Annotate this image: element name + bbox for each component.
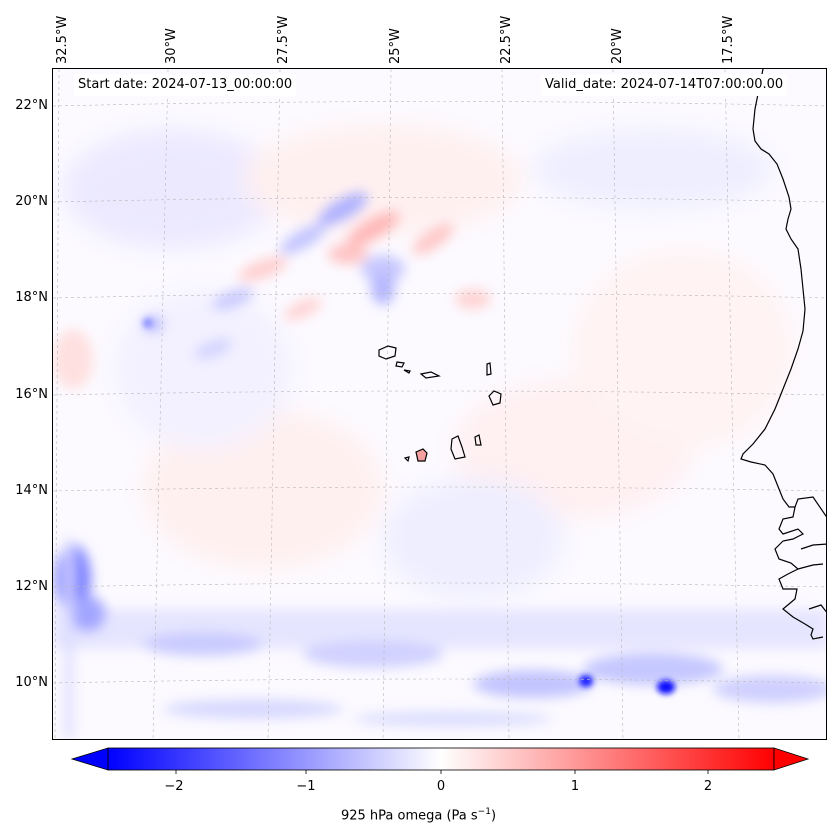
omega-southern-band: [53, 539, 826, 739]
lat-label-18n: 18°N: [15, 290, 48, 305]
island-santo-antao: [378, 345, 397, 360]
lon-label-20w: 20°W: [610, 28, 625, 64]
colorbar-title: 925 hPa omega (Pa s−1): [340, 807, 497, 824]
lon-label-22-5w: 22.5°W: [499, 15, 514, 64]
island-sao-nicolau: [419, 371, 441, 379]
cape-verde-islands: [378, 345, 502, 463]
colorbar-min-extend: [70, 747, 109, 771]
lat-label-16n: 16°N: [15, 387, 48, 402]
omega-strong-ascent-spots: [143, 318, 675, 694]
lon-label-25w: 25°W: [388, 28, 403, 64]
colorbar-max-extend: [773, 747, 810, 771]
start-date-label: Start date: 2024-07-13_00:00:00: [74, 74, 297, 96]
map-gridlines: [53, 69, 826, 739]
omega-field-map: [52, 68, 827, 740]
valid-date-label: Valid_date: 2024-07-14T07:00:00.00: [541, 74, 788, 96]
lat-label-22n: 22°N: [15, 98, 48, 113]
island-maio: [474, 434, 482, 446]
lat-label-14n: 14°N: [15, 483, 48, 498]
island-brava: [403, 456, 410, 463]
colorbar-tick-neg1: −1: [296, 779, 316, 794]
lon-label-17-5w: 17.5°W: [721, 15, 736, 64]
colorbar-gradient: [107, 747, 775, 771]
omega-broad-field: [63, 124, 793, 599]
lat-label-20n: 20°N: [15, 194, 48, 209]
lat-label-12n: 12°N: [15, 579, 48, 594]
island-santiago: [450, 435, 466, 460]
colorbar-tick-0: 0: [436, 779, 446, 794]
map-canvas: [53, 69, 826, 739]
island-boa-vista: [488, 390, 502, 406]
island-sal: [486, 362, 492, 376]
colorbar-ticks: [175, 770, 709, 774]
island-fogo: [415, 448, 428, 462]
lon-label-27-5w: 27.5°W: [276, 15, 291, 64]
lon-label-32-5w: 32.5°W: [55, 15, 70, 64]
colorbar-tick-2: 2: [703, 779, 713, 794]
lon-label-30w: 30°W: [164, 28, 179, 64]
lat-label-10n: 10°N: [15, 675, 48, 690]
island-sao-vicente: [395, 361, 405, 368]
colorbar-tick-1: 1: [570, 779, 580, 794]
west-africa-coastline: [740, 69, 826, 640]
omega-convective-cluster: [53, 192, 491, 389]
island-santa-luzia: [403, 369, 411, 374]
colorbar-tick-neg2: −2: [164, 779, 184, 794]
